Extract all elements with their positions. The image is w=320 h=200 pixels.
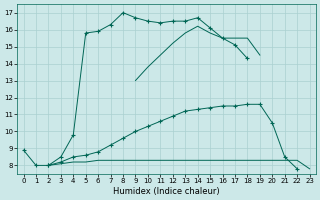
X-axis label: Humidex (Indice chaleur): Humidex (Indice chaleur) (113, 187, 220, 196)
